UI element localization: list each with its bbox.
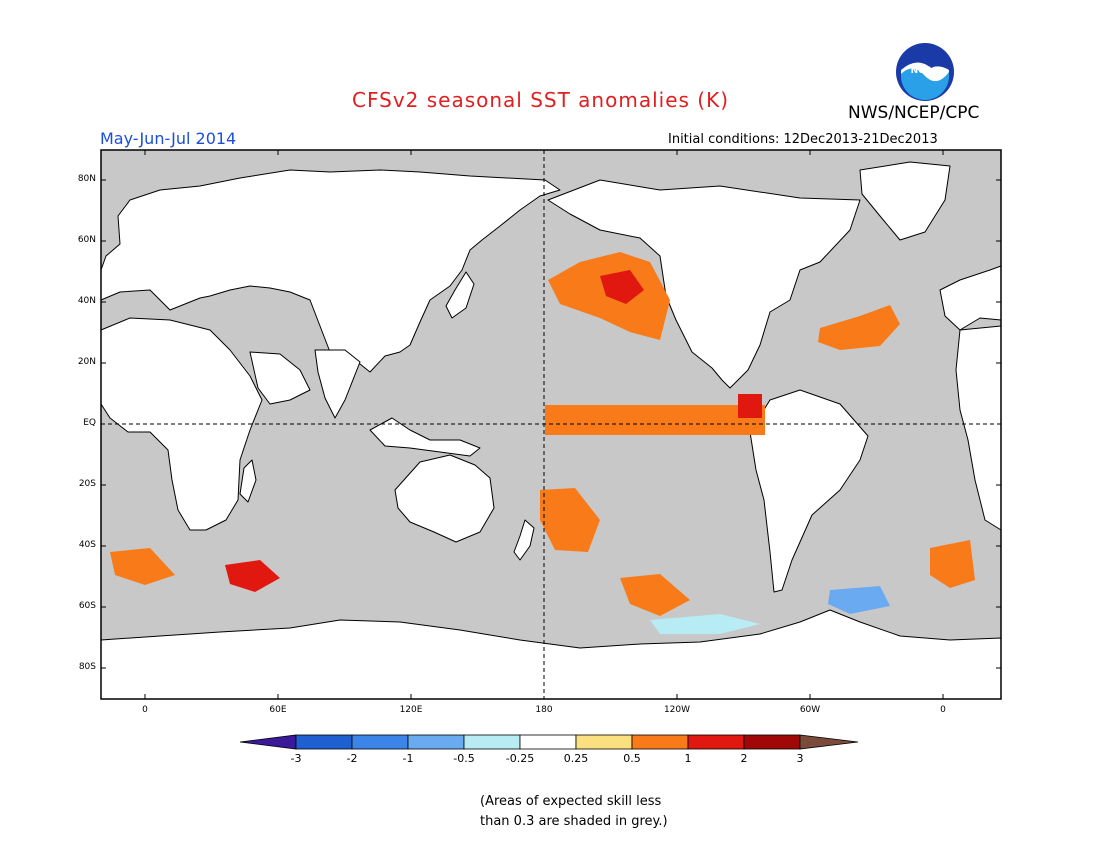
landmass-europe-asia [100, 169, 561, 373]
lon-label-120w: 120W [663, 705, 691, 715]
initial-conditions: Initial conditions: 12Dec2013-21Dec2013 [668, 132, 938, 147]
colorbar-swatch-6 [575, 734, 633, 750]
lon-label-0: 0 [142, 705, 148, 715]
colorbar-swatch-1 [295, 734, 353, 750]
colorbar-tick-0-25: 0.25 [563, 752, 589, 765]
skill-note: (Areas of expected skill less than 0.3 a… [480, 792, 668, 832]
lat-label-60n: 60N [77, 235, 96, 245]
landmass-japan [445, 271, 475, 319]
colorbar-swatch-5 [519, 734, 577, 750]
colorbar-tick-0-5: 0.5 [623, 752, 641, 765]
anomaly-patch-southern-ocean-pacific-cool [650, 614, 760, 634]
colorbar-tick-minus-1: -1 [402, 752, 414, 765]
landmass-india [314, 349, 361, 419]
noaa-logo-icon: NOAA [896, 43, 954, 101]
colorbar-tick-1: 1 [684, 752, 692, 765]
lon-label-60w: 60W [799, 705, 821, 715]
map-frame [100, 149, 1002, 700]
lat-label-20n: 20N [77, 357, 96, 367]
lon-label-0-east: 0 [940, 705, 946, 715]
landmass-north-america [547, 179, 861, 389]
skill-note-line-2: than 0.3 are shaded in grey.) [480, 814, 668, 829]
landmass-new-zealand [513, 519, 535, 561]
forecast-period: May-Jun-Jul 2014 [100, 129, 237, 148]
colorbar-swatch-3 [407, 734, 465, 750]
lat-tick-marks [101, 179, 1001, 669]
lat-label-80s: 80S [78, 662, 96, 672]
colorbar-tick-3: 3 [796, 752, 804, 765]
anomaly-patch-north-pacific-core [600, 270, 644, 304]
colorbar-tick-minus-0-5: -0.5 [453, 752, 475, 765]
anomaly-patch-southern-indian [110, 548, 175, 585]
lon-label-60e: 60E [269, 705, 287, 715]
colorbar-tick-2: 2 [740, 752, 748, 765]
lat-label-60s: 60S [78, 601, 96, 611]
colorbar-swatch-2 [351, 734, 409, 750]
colorbar-swatch-4 [463, 734, 521, 750]
lon-label-180: 180 [535, 705, 553, 715]
anomaly-patch-equatorial-pacific [545, 405, 765, 435]
lat-label-eq: EQ [83, 418, 96, 428]
colorbar-swatch-8 [687, 734, 745, 750]
colorbar-tick-minus-0-25: -0.25 [505, 752, 535, 765]
continents [100, 161, 1002, 700]
anomaly-patch-southern-ocean-atlantic [828, 586, 890, 614]
landmass-arabia [249, 351, 311, 405]
lat-label-80n: 80N [77, 174, 96, 184]
colorbar-tick-minus-2: -2 [346, 752, 358, 765]
anomaly-patch-southern-ocean-pacific [620, 574, 690, 616]
lon-tick-marks [144, 150, 944, 699]
noaa-logo-text: NOAA [911, 66, 940, 76]
landmass-south-america [749, 389, 869, 593]
colorbar-tick-minus-3: -3 [290, 752, 302, 765]
colorbar-swatch-7 [631, 734, 689, 750]
negative-anomaly-areas [650, 586, 890, 634]
landmass-australia [394, 454, 495, 543]
anomaly-patch-south-pacific [540, 488, 600, 552]
colorbar-arrow-high [799, 734, 859, 750]
lat-label-40n: 40N [77, 296, 96, 306]
positive-anomaly-areas [110, 252, 975, 616]
anomaly-patch-east-pacific [738, 394, 762, 418]
skill-note-line-1: (Areas of expected skill less [480, 794, 662, 809]
colorbar-swatch-9 [743, 734, 801, 750]
lon-label-120e: 120E [399, 705, 423, 715]
lat-label-20s: 20S [78, 479, 96, 489]
anomaly-patch-south-indian [225, 560, 280, 592]
anomaly-patch-south-atlantic [930, 540, 975, 588]
colorbar-arrow-low [239, 734, 297, 750]
map-title: CFSv2 seasonal SST anomalies (K) [352, 88, 729, 112]
landmass-antarctica [100, 609, 1002, 700]
anomaly-patch-north-atlantic [818, 305, 900, 350]
landmass-madagascar [239, 459, 257, 503]
agency-label: NWS/NCEP/CPC [848, 103, 980, 123]
landmass-greenland [859, 161, 951, 241]
lat-label-40s: 40S [78, 540, 96, 550]
landmass-maritime-continent [369, 417, 481, 457]
